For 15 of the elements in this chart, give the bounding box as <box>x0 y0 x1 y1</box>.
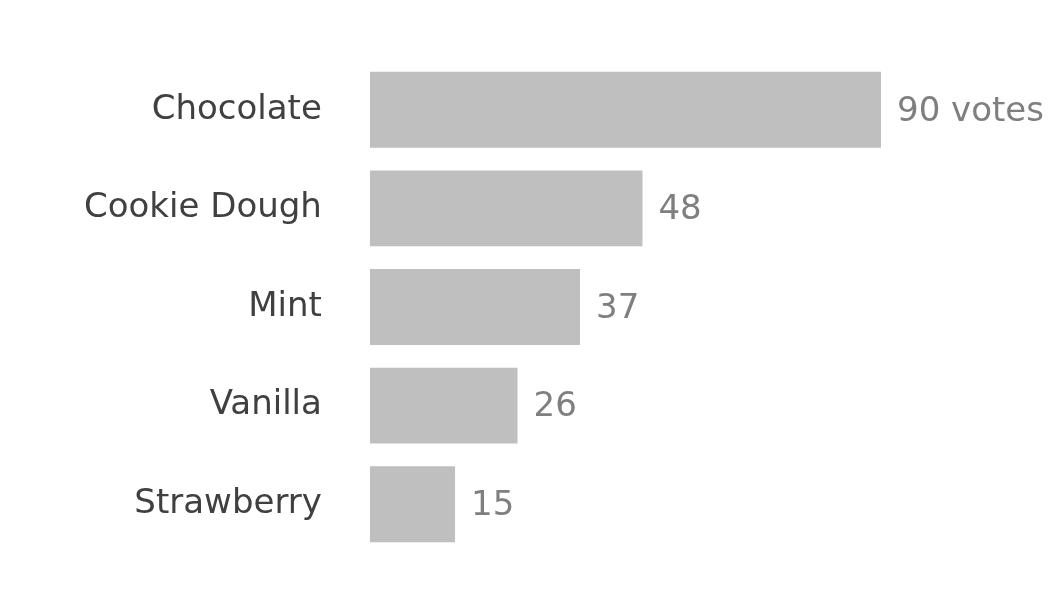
bar <box>369 367 518 444</box>
y-tick-label: Cookie Dough <box>83 185 322 226</box>
y-tick-label: Strawberry <box>134 481 322 522</box>
data-label: 15 <box>471 483 515 524</box>
bar <box>369 71 881 148</box>
bar <box>369 466 456 543</box>
y-tick-label: Vanilla <box>209 382 322 423</box>
data-label: 37 <box>596 285 640 326</box>
bar <box>369 269 580 345</box>
y-tick-label: Mint <box>248 283 322 324</box>
bar <box>369 170 643 247</box>
data-label: 26 <box>533 384 577 425</box>
y-tick-label: Chocolate <box>151 86 322 127</box>
data-label: 90 votes <box>897 88 1044 129</box>
data-label: 48 <box>658 187 702 228</box>
